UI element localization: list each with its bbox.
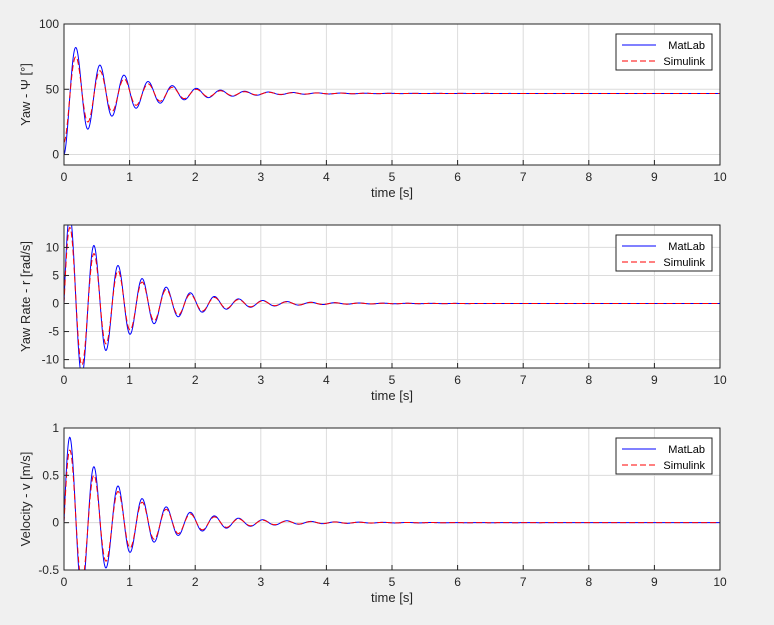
yaw-series-simulink-line — [64, 56, 720, 143]
velocity-legend: MatLab Simulink — [615, 437, 713, 475]
yaw-rate-x-tick-label: 4 — [323, 373, 330, 387]
velocity-y-tick-label: 0.5 — [42, 468, 59, 482]
yaw-rate-x-tick-label: 7 — [520, 373, 527, 387]
yaw-rate-x-axis-label: time [s] — [371, 388, 413, 403]
yaw-legend-box — [615, 33, 713, 71]
velocity-x-tick-label: 1 — [126, 575, 133, 589]
velocity-y-tick-label: -0.5 — [38, 563, 59, 577]
yaw-x-tick-label: 10 — [713, 170, 727, 184]
yaw-x-tick-label: 5 — [389, 170, 396, 184]
velocity-x-tick-label: 3 — [257, 575, 264, 589]
yaw-y-tick-label: 0 — [52, 148, 59, 162]
yaw-legend-label-matlab: MatLab — [668, 40, 705, 52]
yaw-x-tick-label: 3 — [257, 170, 264, 184]
yaw-rate-y-tick-label: -5 — [48, 325, 59, 339]
yaw-y-axis-label: Yaw - Ψ [°] — [18, 63, 33, 126]
yaw-rate-y-tick-label: 0 — [52, 297, 59, 311]
velocity-x-tick-label: 8 — [585, 575, 592, 589]
velocity-y-tick-label: 1 — [52, 421, 59, 435]
velocity-x-tick-label: 10 — [713, 575, 727, 589]
yaw-x-tick-label: 0 — [61, 170, 68, 184]
yaw-x-tick-label: 7 — [520, 170, 527, 184]
velocity-x-axis-label: time [s] — [371, 590, 413, 605]
yaw-x-axis-label: time [s] — [371, 185, 413, 200]
yaw-rate-y-tick-label: 10 — [46, 240, 60, 254]
yaw-x-tick-label: 6 — [454, 170, 461, 184]
velocity-y-tick-label: 0 — [52, 516, 59, 530]
yaw-rate-x-tick-label: 1 — [126, 373, 133, 387]
yaw-y-tick-label: 50 — [46, 82, 60, 96]
yaw-rate-x-tick-label: 9 — [651, 373, 658, 387]
yaw-rate-x-tick-label: 3 — [257, 373, 264, 387]
yaw-x-tick-label: 8 — [585, 170, 592, 184]
yaw-x-tick-label: 2 — [192, 170, 199, 184]
yaw-x-tick-label: 1 — [126, 170, 133, 184]
velocity-x-tick-label: 5 — [389, 575, 396, 589]
velocity-x-tick-label: 2 — [192, 575, 199, 589]
yaw-rate-y-tick-label: 5 — [52, 268, 59, 282]
yaw-rate-x-tick-label: 6 — [454, 373, 461, 387]
yaw-legend-label-simulink: Simulink — [663, 56, 705, 68]
velocity-x-tick-label: 0 — [61, 575, 68, 589]
yaw-rate-x-tick-label: 8 — [585, 373, 592, 387]
velocity-series-simulink-line — [64, 449, 720, 570]
velocity-legend-label-simulink: Simulink — [663, 460, 705, 472]
yaw-rate-x-tick-label: 2 — [192, 373, 199, 387]
yaw-y-tick-label: 100 — [39, 17, 59, 31]
velocity-y-axis-label: Velocity - v [m/s] — [18, 452, 33, 547]
yaw-rate-x-tick-label: 0 — [61, 373, 68, 387]
yaw-rate-subplot: 0 1 2 3 4 5 6 7 8 9 10 -10 -5 0 5 10 time [s] Yaw Rate - … — [18, 224, 727, 403]
velocity-x-tick-label: 4 — [323, 575, 330, 589]
yaw-rate-x-tick-label: 10 — [713, 373, 727, 387]
yaw-legend: MatLab Simulink — [615, 33, 713, 71]
yaw-rate-y-axis-label: Yaw Rate - r [rad/s] — [18, 241, 33, 352]
velocity-x-tick-label: 9 — [651, 575, 658, 589]
yaw-rate-y-tick-label: -10 — [42, 353, 60, 367]
velocity-legend-box — [615, 437, 713, 475]
yaw-rate-legend-label-simulink: Simulink — [663, 257, 705, 269]
yaw-rate-legend: MatLab Simulink — [615, 234, 713, 272]
yaw-x-tick-label: 9 — [651, 170, 658, 184]
velocity-x-tick-label: 6 — [454, 575, 461, 589]
velocity-legend-label-matlab: MatLab — [668, 444, 705, 456]
yaw-rate-series-simulink-line — [64, 226, 720, 366]
yaw-rate-legend-label-matlab: MatLab — [668, 241, 705, 253]
yaw-rate-legend-box — [615, 234, 713, 272]
velocity-x-tick-label: 7 — [520, 575, 527, 589]
yaw-rate-x-tick-label: 5 — [389, 373, 396, 387]
yaw-x-tick-label: 4 — [323, 170, 330, 184]
